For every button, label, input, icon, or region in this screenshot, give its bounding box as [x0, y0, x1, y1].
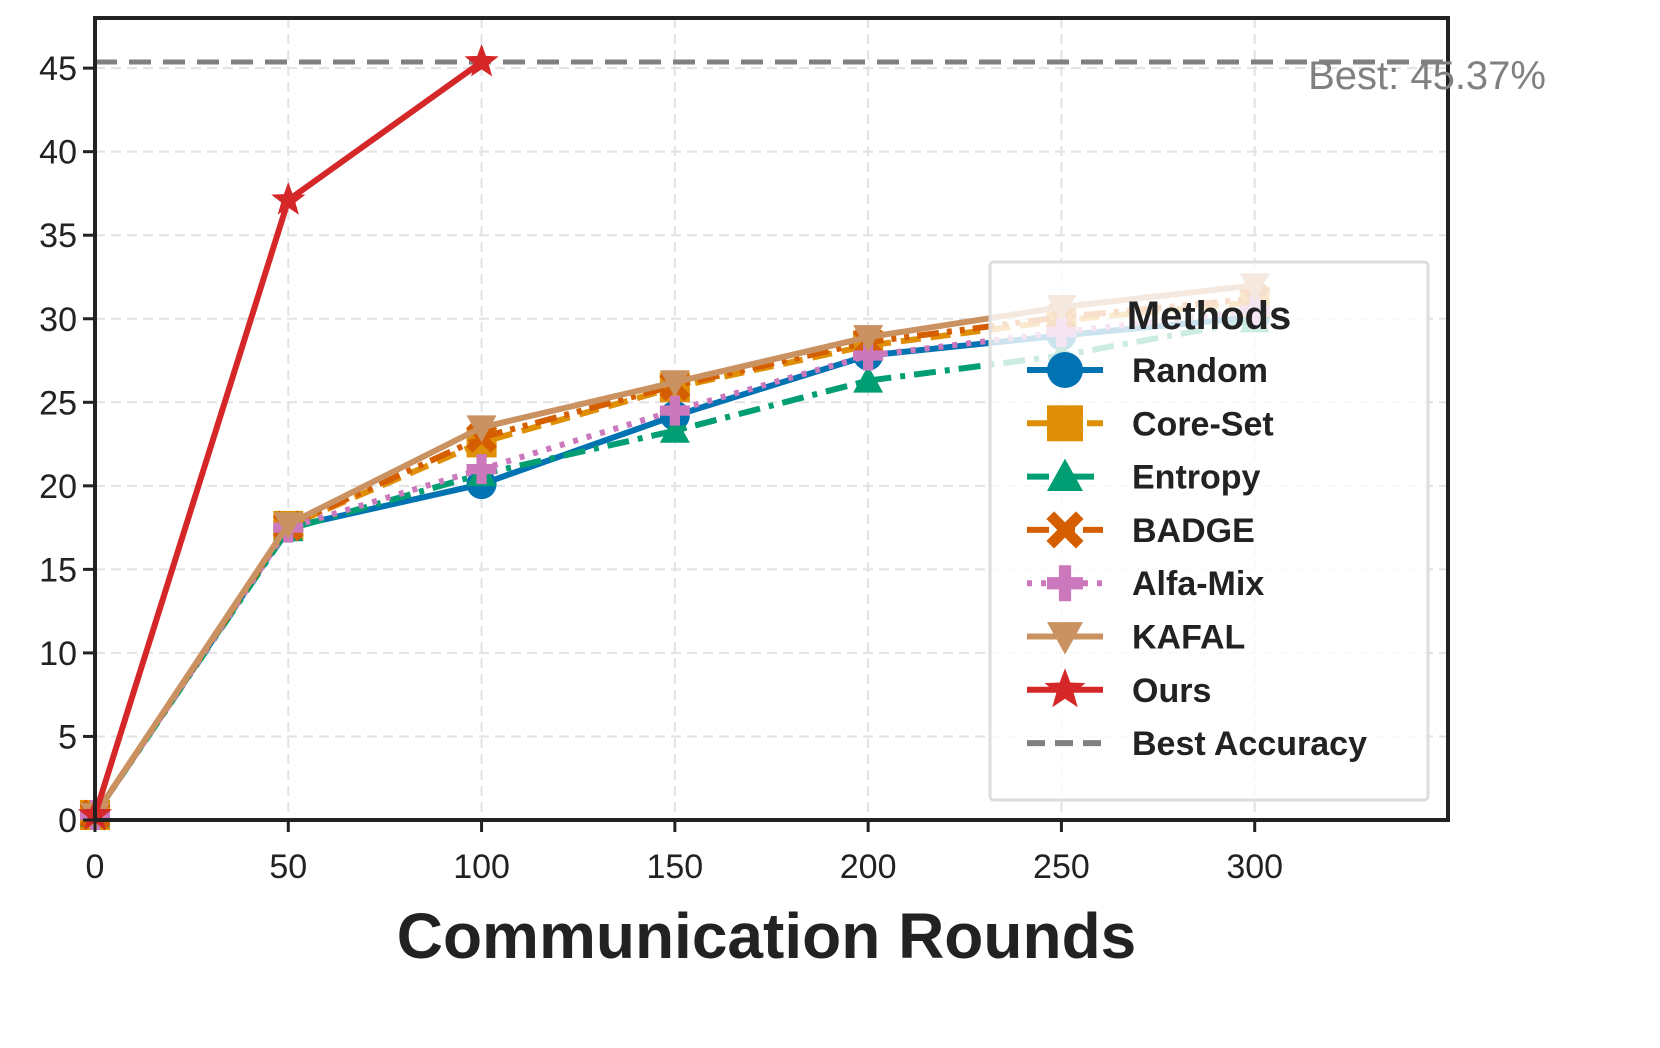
point-alfa-mix	[659, 395, 690, 426]
legend-marker-core-set	[1047, 405, 1083, 442]
y-tick-label: 40	[39, 134, 77, 172]
legend-title: Methods	[1127, 294, 1291, 338]
legend-label-alfa-mix: Alfa-Mix	[1132, 565, 1264, 603]
legend-box	[988, 260, 1430, 802]
legend-item-badge: BADGE	[1027, 511, 1255, 550]
legend-item-kafal: KAFAL	[1027, 619, 1245, 657]
legend-label-ours: Ours	[1132, 672, 1211, 710]
legend-marker-kafal	[1047, 622, 1083, 655]
legend-marker-ours	[1044, 668, 1086, 708]
point-kafal	[273, 512, 304, 540]
x-tick-label: 300	[1226, 848, 1283, 886]
legend-item-ours: Ours	[1027, 668, 1211, 710]
legend: Methods Random Core-Set Entropy BADGE Alfa-M…	[988, 260, 1430, 802]
legend-label-core-set: Core-Set	[1132, 405, 1274, 443]
y-tick-label: 20	[39, 468, 77, 506]
legend-label-badge: BADGE	[1132, 512, 1255, 550]
point-ours	[464, 43, 499, 77]
y-tick-label: 10	[39, 635, 77, 673]
x-tick-label: 100	[453, 848, 510, 886]
point-kafal	[659, 370, 690, 398]
point-alfa-mix	[466, 454, 497, 485]
x-tick-label: 50	[269, 848, 307, 886]
legend-label-kafal: KAFAL	[1132, 619, 1245, 657]
point-ours	[271, 182, 306, 215]
x-tick-label: 150	[646, 848, 703, 886]
legend-item-entropy: Entropy	[1027, 458, 1261, 497]
legend-item-random: Random	[1027, 352, 1268, 390]
legend-item-best-accuracy: Best Accuracy	[1027, 725, 1367, 763]
legend-marker-random	[1047, 352, 1083, 388]
legend-item-core-set: Core-Set	[1027, 405, 1274, 443]
axis-ticks: 0 50 100 150 200 250 300 0 5 10 15 20 25 30 35 40 45	[39, 50, 1283, 886]
point-entropy	[853, 365, 884, 393]
y-tick-label: 25	[39, 384, 77, 422]
legend-label-random: Random	[1132, 352, 1268, 390]
legend-items: Random Core-Set Entropy BADGE Alfa-Mix KAFAL O…	[1027, 352, 1367, 763]
legend-marker-entropy	[1047, 458, 1083, 491]
legend-label-best-accuracy: Best Accuracy	[1132, 725, 1367, 763]
y-tick-label: 0	[58, 802, 77, 840]
x-tick-label: 0	[86, 848, 105, 886]
legend-marker-alfa-mix	[1047, 565, 1083, 602]
y-tick-label: 15	[39, 551, 77, 589]
best-accuracy-annotation: Best: 45.37%	[1308, 54, 1546, 98]
legend-marker-badge	[1046, 511, 1084, 549]
y-tick-label: 5	[58, 718, 77, 756]
legend-label-entropy: Entropy	[1132, 459, 1261, 497]
legend-item-alfa-mix: Alfa-Mix	[1027, 565, 1264, 603]
y-tick-label: 30	[39, 301, 77, 339]
point-kafal	[853, 325, 884, 353]
y-tick-label: 35	[39, 217, 77, 255]
x-tick-label: 250	[1033, 848, 1090, 886]
y-tick-label: 45	[39, 50, 77, 88]
point-kafal	[466, 415, 497, 443]
x-axis-title: Communication Rounds	[397, 900, 1137, 972]
x-tick-label: 200	[840, 848, 897, 886]
point-entropy	[659, 415, 690, 443]
plot-frame	[93, 16, 1450, 822]
